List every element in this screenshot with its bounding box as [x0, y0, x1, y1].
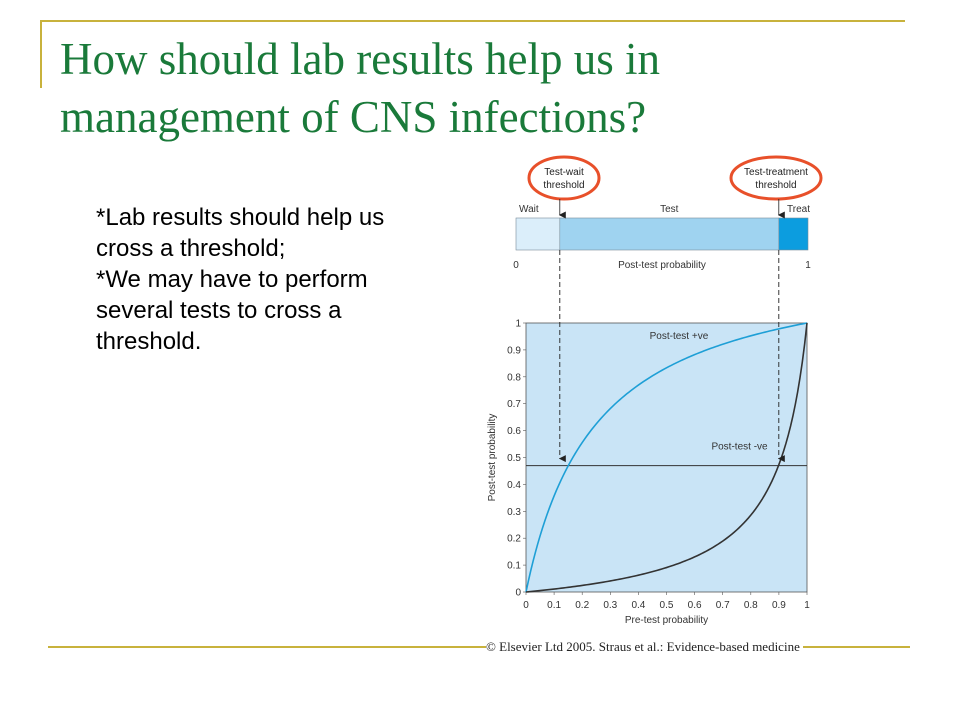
x-tick-label: 0.3: [603, 600, 617, 611]
y-tick-label: 0.4: [507, 480, 521, 491]
bar-axis-label: Post-test probability: [618, 260, 706, 271]
bullet-line: *Lab results should help us: [96, 204, 385, 231]
slide-title: How should lab results help us in manage…: [60, 30, 760, 146]
series-label: Post-test -ve: [711, 441, 768, 452]
bullet-text: *Lab results should help us cross a thre…: [96, 202, 496, 357]
bullet-line: threshold.: [96, 328, 202, 355]
zone-label: Treat: [787, 204, 810, 215]
x-tick-label: 0.8: [744, 600, 758, 611]
bullet-line: cross a threshold;: [96, 235, 286, 262]
highlight-ring: [729, 155, 823, 201]
figure-svg: Wait Test Treat 0 1 Post-test probability Test…: [487, 155, 823, 626]
y-tick-label: 0.5: [507, 453, 521, 464]
bar-tick-label: 1: [805, 260, 811, 271]
bullet-line: *We may have to perform: [96, 266, 368, 293]
y-tick-label: 0.8: [507, 372, 521, 383]
y-tick-label: 0: [515, 588, 521, 599]
highlight-ring: [527, 155, 601, 201]
y-tick-label: 0.2: [507, 534, 521, 545]
zone-bar: [515, 217, 561, 251]
x-axis-label: Pre-test probability: [625, 615, 708, 626]
probability-plot: 0 0.1 0.2 0.3 0.4 0.5 0.6 0.7 0.8 0.9 1 0 0.1 0.2 0.3 0…: [487, 250, 810, 626]
bullet-line: several tests to cross a: [96, 297, 342, 324]
bar-tick-label: 0: [513, 260, 519, 271]
y-tick-label: 0.1: [507, 561, 521, 572]
y-axis-label: Post-test probability: [487, 414, 498, 502]
threshold-bar-chart: Wait Test Treat 0 1 Post-test probability Test…: [513, 155, 823, 271]
x-tick-label: 0: [523, 600, 529, 611]
bottom-rule: [48, 646, 910, 648]
title-line-1: How should lab results help us in: [60, 34, 660, 84]
threshold-label: Test-wait: [544, 167, 584, 178]
zone-bar: [778, 217, 809, 251]
zone-label: Test: [660, 204, 679, 215]
zone-bar: [559, 217, 780, 251]
threshold-figure: Wait Test Treat 0 1 Post-test probability Test…: [480, 155, 825, 640]
threshold-label: threshold: [755, 180, 796, 191]
title-line-2: management of CNS infections?: [60, 92, 647, 142]
threshold-label: threshold: [543, 180, 584, 191]
zone-label: Wait: [519, 204, 539, 215]
x-tick-label: 0.5: [660, 600, 674, 611]
left-rule: [40, 20, 42, 88]
x-tick-label: 0.4: [631, 600, 645, 611]
x-tick-label: 0.7: [716, 600, 730, 611]
y-tick-label: 0.6: [507, 426, 521, 437]
x-tick-label: 0.6: [688, 600, 702, 611]
copyright-note: © Elsevier Ltd 2005. Straus et al.: Evid…: [486, 639, 803, 655]
x-tick-label: 0.2: [575, 600, 589, 611]
x-tick-label: 0.1: [547, 600, 561, 611]
y-tick-label: 1: [515, 319, 521, 330]
x-tick-label: 0.9: [772, 600, 786, 611]
plot-area: [525, 322, 808, 593]
y-tick-label: 0.7: [507, 399, 521, 410]
y-tick-label: 0.3: [507, 507, 521, 518]
top-rule: [40, 20, 905, 22]
series-label: Post-test +ve: [650, 331, 709, 342]
threshold-label: Test-treatment: [744, 167, 808, 178]
negative-curve: [525, 322, 808, 593]
x-tick-label: 1: [804, 600, 810, 611]
y-tick-label: 0.9: [507, 345, 521, 356]
positive-curve: [525, 322, 808, 593]
